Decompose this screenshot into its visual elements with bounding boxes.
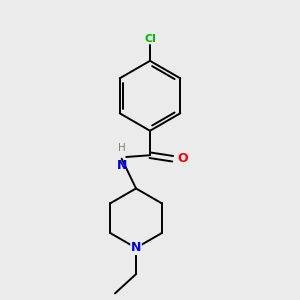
Text: O: O xyxy=(177,152,188,165)
Text: Cl: Cl xyxy=(144,34,156,44)
Text: H: H xyxy=(118,143,126,153)
Text: N: N xyxy=(131,242,141,254)
Text: N: N xyxy=(116,159,127,172)
